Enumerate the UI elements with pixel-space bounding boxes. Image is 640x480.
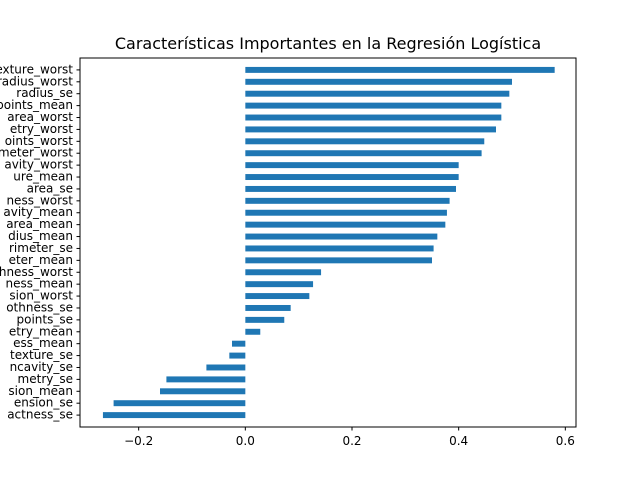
bar-points_mean	[245, 102, 502, 109]
bar-area_se	[245, 185, 456, 192]
y-tick-label: sion_mean	[8, 384, 73, 398]
y-tick-label: ure_mean	[13, 170, 73, 184]
bar-metry_se	[166, 376, 246, 383]
bar-ure_mean	[245, 174, 459, 181]
y-tick-label: avity_worst	[4, 158, 73, 172]
bar-area_worst	[245, 114, 502, 121]
bar-radius_worst	[245, 78, 513, 85]
bar-etry_mean	[245, 328, 261, 335]
chart-title: Características Importantes en la Regres…	[115, 34, 541, 53]
y-tick-label: radius_se	[16, 86, 73, 100]
bar-meter_worst	[245, 150, 482, 157]
y-tick-label: metry_se	[18, 372, 73, 386]
y-tick-label: points_mean	[0, 98, 73, 112]
x-tick-label: 0.2	[342, 434, 361, 448]
bar-ess_mean	[232, 340, 246, 347]
bar-hness_worst	[245, 269, 322, 276]
y-tick-label: rimeter_se	[9, 241, 73, 255]
y-tick-label: othness_se	[6, 300, 73, 314]
bar-sion_mean	[160, 388, 246, 395]
bar-actness_se	[102, 412, 246, 419]
bar-points_se	[245, 316, 285, 323]
y-tick-label: dius_mean	[8, 229, 73, 243]
y-tick-label: points_se	[17, 312, 74, 326]
y-tick-label: actness_se	[7, 408, 73, 422]
bar-ncavity_se	[206, 364, 246, 371]
bar-othness_se	[245, 304, 291, 311]
bars-group	[102, 66, 555, 419]
bar-oints_worst	[245, 138, 485, 145]
y-tick-label: eter_mean	[9, 253, 73, 267]
y-tick-label: oints_worst	[5, 134, 74, 148]
y-tick-group: texture_worstradius_worstradius_sepoints…	[0, 62, 80, 422]
x-tick-label: 0.4	[449, 434, 468, 448]
bar-avity_mean	[245, 209, 447, 216]
y-tick-label: ness_worst	[6, 193, 73, 207]
y-tick-label: ness_mean	[5, 277, 73, 291]
y-tick-label: hness_worst	[0, 265, 73, 279]
y-tick-label: texture_worst	[0, 62, 73, 76]
bar-eter_mean	[245, 257, 432, 264]
bar-texture_worst	[245, 66, 555, 73]
plot-frame	[79, 57, 577, 428]
bar-avity_worst	[245, 162, 459, 169]
y-tick-label: ncavity_se	[10, 360, 73, 374]
y-tick-label: ension_se	[14, 396, 73, 410]
bar-area_mean	[245, 221, 446, 228]
x-tick-group: −0.2 0.0 0.2 0.4 0.6	[124, 427, 575, 448]
y-tick-label: ess_mean	[13, 336, 73, 350]
y-tick-label: area_worst	[7, 110, 73, 124]
y-tick-label: area_mean	[6, 217, 73, 231]
bar-dius_mean	[245, 233, 438, 240]
y-tick-label: avity_mean	[3, 205, 73, 219]
y-tick-label: etry_worst	[10, 122, 73, 136]
bar-ness_worst	[245, 197, 450, 204]
y-tick-label: radius_worst	[0, 74, 73, 88]
x-tick-label: 0.0	[236, 434, 255, 448]
bar-rimeter_se	[245, 245, 434, 252]
y-tick-label: etry_mean	[9, 324, 73, 338]
x-tick-label: 0.6	[556, 434, 575, 448]
x-tick-label: −0.2	[124, 434, 153, 448]
y-tick-label: texture_se	[10, 348, 73, 362]
bar-sion_worst	[245, 293, 310, 300]
bar-texture_se	[229, 352, 246, 359]
y-tick-label: sion_worst	[9, 289, 73, 303]
bar-radius_se	[245, 90, 510, 97]
y-tick-label: meter_worst	[0, 146, 73, 160]
bar-etry_worst	[245, 126, 496, 133]
y-tick-label: area_se	[27, 181, 73, 195]
bar-ness_mean	[245, 281, 314, 288]
bar-ension_se	[113, 400, 246, 407]
